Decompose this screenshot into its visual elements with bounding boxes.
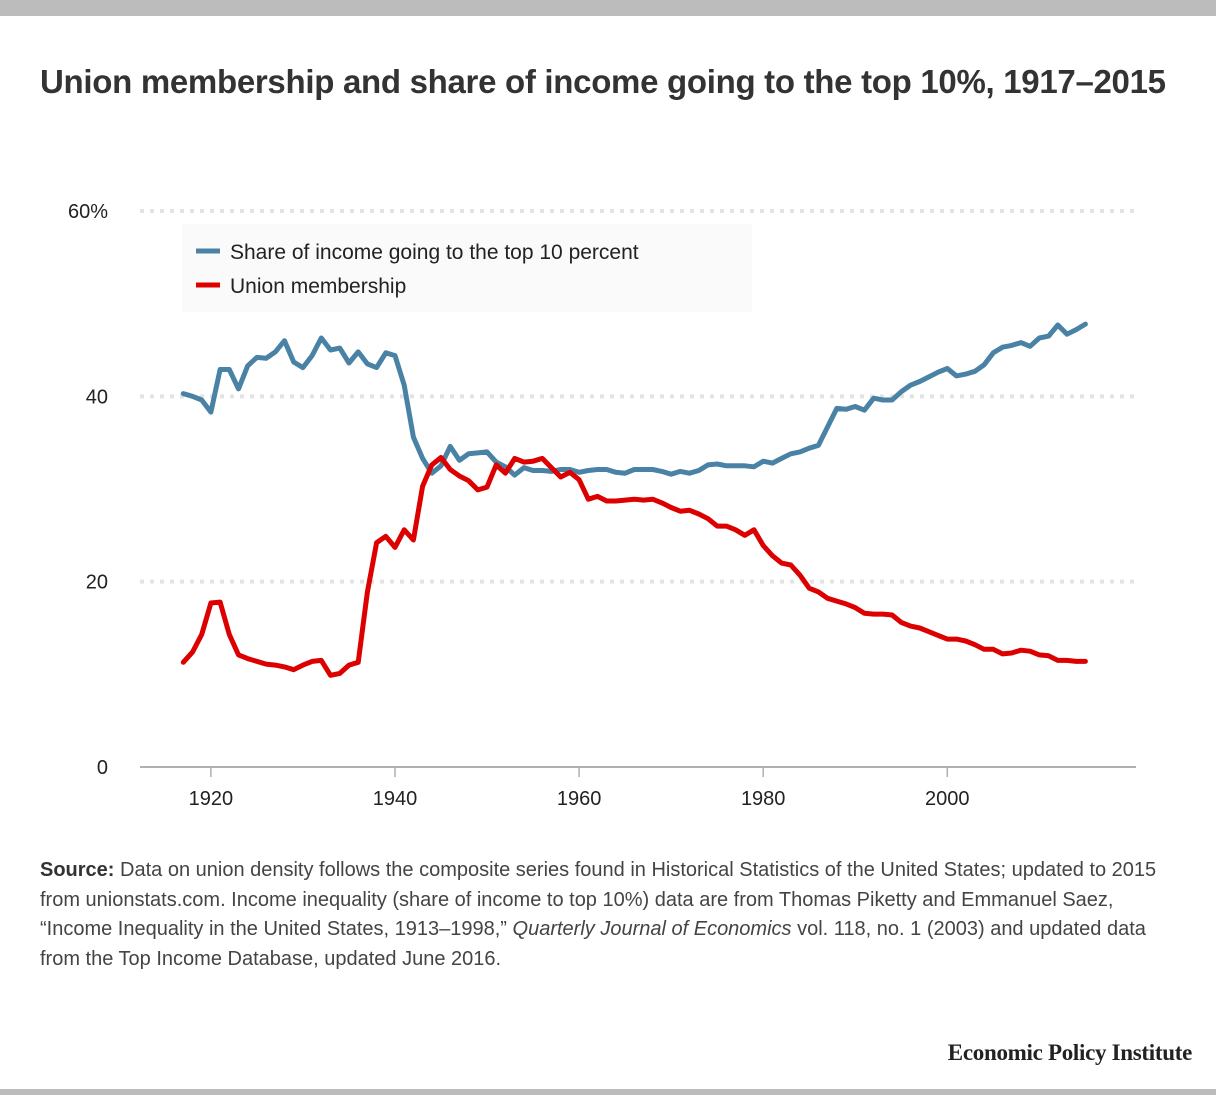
- brand-logo-text: Economic Policy Institute: [947, 1040, 1193, 1065]
- bottom-border-bar: [0, 1089, 1216, 1095]
- legend: Share of income going to the top 10 perc…: [182, 224, 752, 312]
- x-tick-label: 1940: [373, 788, 418, 810]
- source-note: Source: Data on union density follows th…: [40, 856, 1180, 974]
- source-text-1: Data on union density follows the compos…: [40, 859, 1157, 940]
- legend-label-union: Union membership: [230, 275, 406, 298]
- chart-title: Union membership and share of income goi…: [40, 63, 1166, 100]
- series-line-union-membership: [180, 455, 1088, 678]
- y-tick-label: 60%: [68, 201, 108, 223]
- line-chart: 0 20 40 60% 1920 1940 1960 1980 2000 Share of i…: [68, 201, 1136, 810]
- legend-label-income-share: Share of income going to the top 10 perc…: [230, 241, 639, 264]
- x-tick-label: 1960: [557, 788, 602, 810]
- series-line-income-share: [180, 321, 1088, 478]
- y-tick-label: 40: [86, 386, 108, 408]
- gridlines: [140, 209, 1136, 584]
- x-tick-label: 1980: [741, 788, 786, 810]
- y-tick-label: 20: [86, 572, 108, 594]
- legend-background: [182, 224, 752, 312]
- x-tick-label: 2000: [925, 788, 970, 810]
- top-border-bar: [0, 0, 1216, 16]
- source-text-2: vol. 118, no. 1 (2003) and updated data …: [40, 918, 1146, 970]
- y-tick-label: 0: [97, 757, 108, 779]
- source-label: Source:: [40, 859, 115, 881]
- series-lines: [180, 321, 1088, 678]
- y-axis-ticks: 0 20 40 60%: [68, 201, 108, 779]
- source-journal: Quarterly Journal of Economics: [512, 918, 792, 940]
- x-tick-label: 1920: [189, 788, 234, 810]
- x-axis: 1920 1940 1960 1980 2000: [140, 766, 1136, 810]
